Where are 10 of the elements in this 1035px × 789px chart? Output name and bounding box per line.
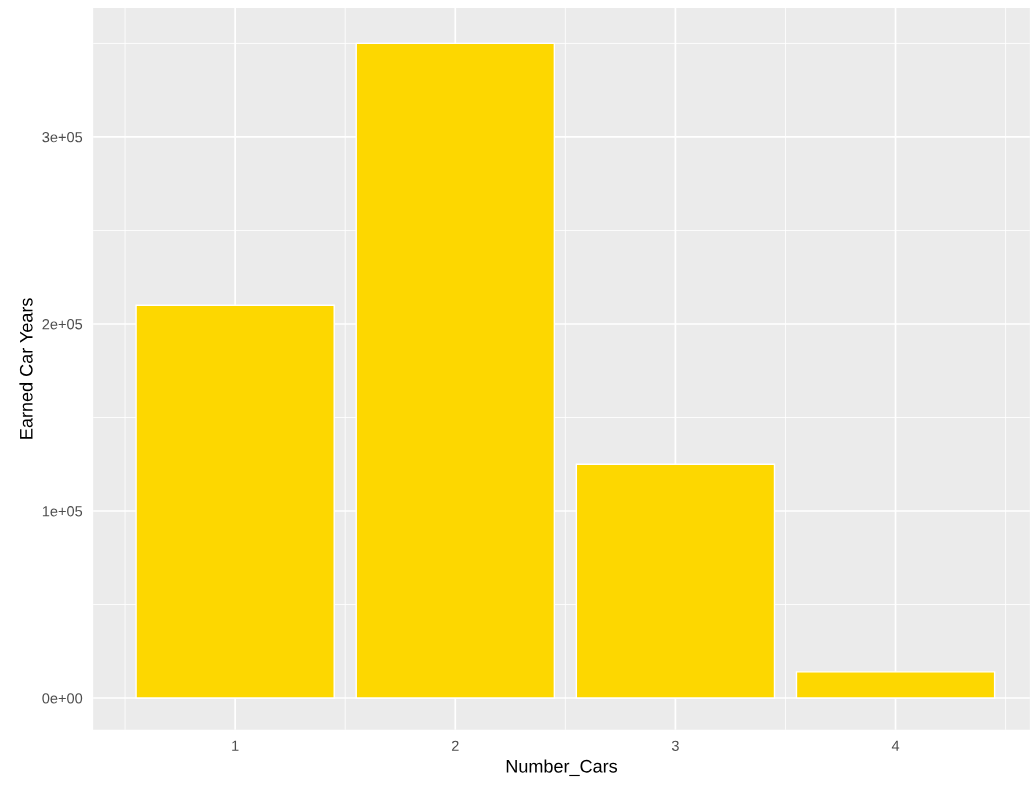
y-tick-label: 0e+00	[42, 693, 83, 704]
x-tick-label: 1	[232, 740, 239, 751]
x-axis-title: Number_Cars	[506, 759, 618, 777]
x-tick-label: 2	[451, 740, 459, 751]
x-tick-label: 4	[891, 740, 900, 751]
x-tick-label: 3	[671, 740, 679, 751]
y-tick-label: 1e+05	[42, 506, 83, 517]
y-tick-label: 2e+05	[42, 319, 83, 330]
y-axis-title: Earned Car Years	[19, 298, 33, 439]
y-tick-label: 3e+05	[42, 132, 83, 143]
